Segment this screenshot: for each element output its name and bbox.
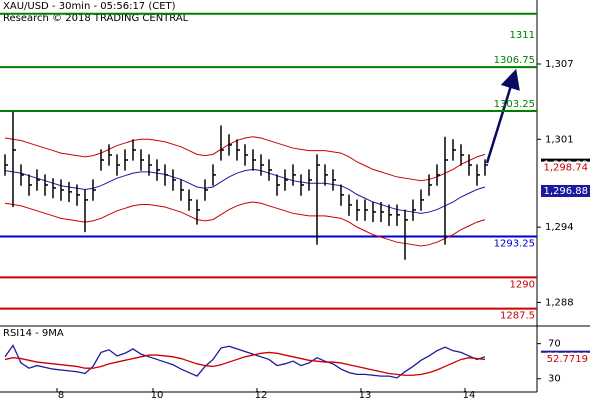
chart-subtitle: Research © 2018 TRADING CENTRAL [3,13,189,24]
y-tick-label: 1,307 [545,59,574,70]
price-tag [541,184,590,197]
price-tag-label: 1,296.88 [543,186,588,197]
y-tick-label: 1,294 [545,222,574,233]
level-label: 1311 [510,30,535,41]
level-label: 1293.25 [494,239,535,250]
rsi-tag-label: 52.7719 [547,354,588,365]
forecast-arrow [485,68,520,164]
rsi-tick-label: 30 [548,374,561,385]
level-label: 1287.5 [500,311,535,322]
rsi-title: RSI14 - 9MA [3,328,64,339]
x-tick-label: 14 [463,390,476,400]
rsi-line [4,351,486,376]
level-label: 1303.25 [494,99,535,110]
rsi-tag [541,352,590,365]
rsi-tick-label: 70 [548,339,561,350]
rsi-line [4,344,486,379]
price-tag [541,161,590,174]
y-tick-label: 1,301 [545,134,574,145]
x-tick-label: 10 [151,390,164,400]
price-tag-label: 1,298.74 [543,163,588,174]
chart-title: XAU/USD - 30min - 05:56:17 (CET) [3,1,176,12]
level-label: 1306.75 [494,55,535,66]
y-tick-label: 1,288 [545,297,574,308]
x-tick-label: 13 [359,390,372,400]
x-tick-label: 12 [255,390,268,400]
band-line [4,136,486,182]
x-tick-label: 8 [58,390,64,400]
level-label: 1290 [510,279,535,290]
